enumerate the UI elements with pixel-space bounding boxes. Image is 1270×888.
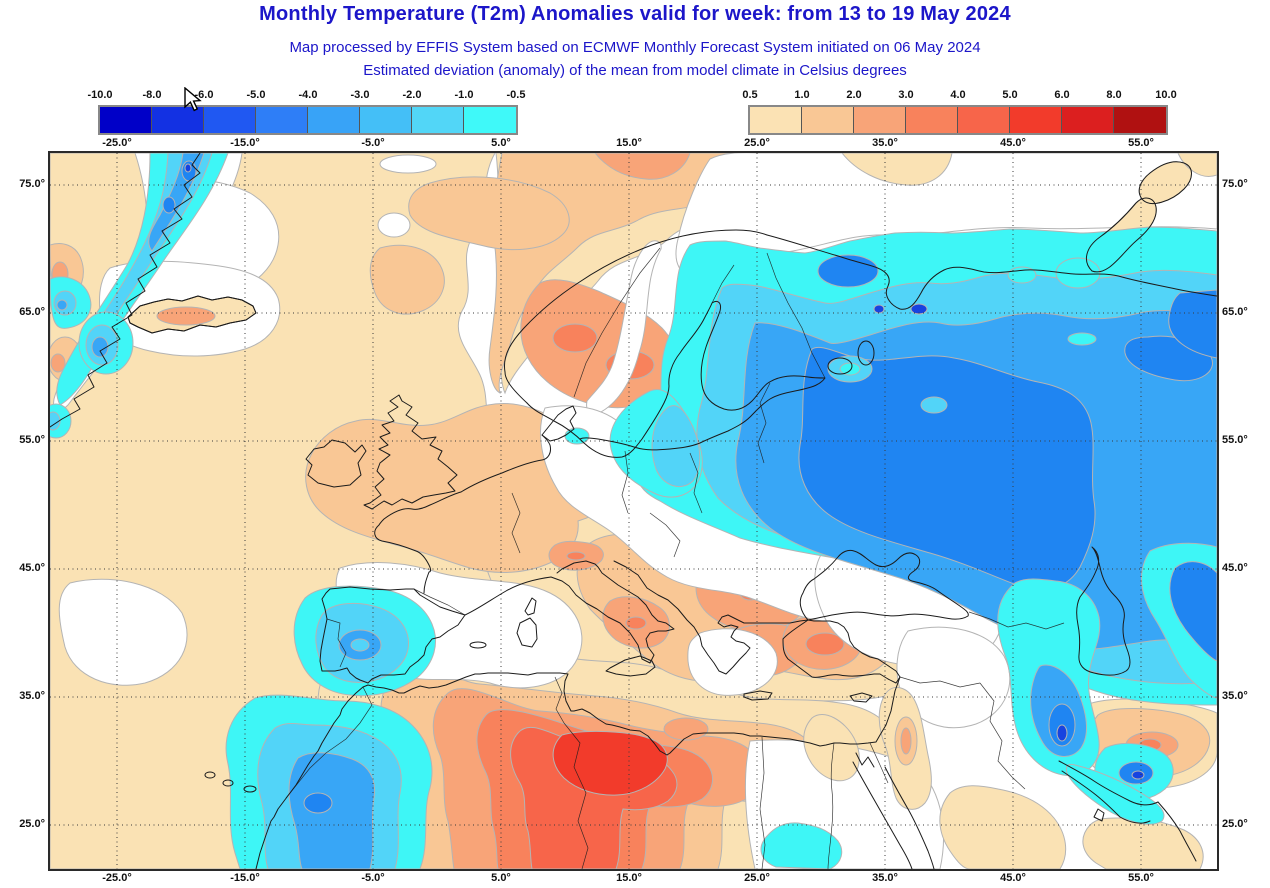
lat-label-left: 55.0° bbox=[19, 434, 45, 446]
lon-label-bottom: -25.0° bbox=[102, 872, 132, 884]
pos-tick-label: 10.0 bbox=[1155, 89, 1177, 101]
pos-bar-segment-5 bbox=[1010, 107, 1062, 133]
lat-label-right: 25.0° bbox=[1222, 818, 1248, 830]
lat-label-right: 35.0° bbox=[1222, 690, 1248, 702]
pos-tick-label: 2.0 bbox=[846, 89, 862, 101]
neg-tick-label: -1.0 bbox=[454, 89, 474, 101]
pos-tick-label: 5.0 bbox=[1002, 89, 1018, 101]
lat-label-right: 55.0° bbox=[1222, 434, 1248, 446]
pos-bar-segment-3 bbox=[906, 107, 958, 133]
pos-bar-segment-1 bbox=[802, 107, 854, 133]
lat-label-right: 65.0° bbox=[1222, 306, 1248, 318]
pos-bar-segment-0 bbox=[750, 107, 802, 133]
pos-bar-segment-2 bbox=[854, 107, 906, 133]
neg-bar-segment-5 bbox=[360, 107, 412, 133]
neg-bar-segment-0 bbox=[100, 107, 152, 133]
pos-bar-segment-6 bbox=[1062, 107, 1114, 133]
neg-tick-label: -6.0 bbox=[194, 89, 214, 101]
neg-tick-label: -8.0 bbox=[142, 89, 162, 101]
pos-tick-label: 8.0 bbox=[1106, 89, 1122, 101]
anomaly-map bbox=[48, 151, 1219, 871]
lon-label-top: 55.0° bbox=[1128, 137, 1154, 149]
lat-label-left: 35.0° bbox=[19, 690, 45, 702]
lon-label-bottom: 35.0° bbox=[872, 872, 898, 884]
subtitle-processing: Map processed by EFFIS System based on E… bbox=[289, 39, 981, 56]
neg-tick-label: -5.0 bbox=[246, 89, 266, 101]
pos-tick-label: 4.0 bbox=[950, 89, 966, 101]
pos-tick-label: 3.0 bbox=[898, 89, 914, 101]
lon-label-top: 5.0° bbox=[491, 137, 511, 149]
neg-bar-segment-7 bbox=[464, 107, 516, 133]
lon-label-top: -5.0° bbox=[361, 137, 385, 149]
subtitle-units: Estimated deviation (anomaly) of the mea… bbox=[363, 62, 907, 79]
neg-tick-label: -0.5 bbox=[506, 89, 526, 101]
cold-regions bbox=[50, 153, 1217, 869]
neg-tick-label: -3.0 bbox=[350, 89, 370, 101]
neg-bar-segment-1 bbox=[152, 107, 204, 133]
lat-label-left: 65.0° bbox=[19, 306, 45, 318]
lat-label-left: 25.0° bbox=[19, 818, 45, 830]
neg-tick-label: -10.0 bbox=[87, 89, 113, 101]
lon-label-bottom: -15.0° bbox=[230, 872, 260, 884]
mouse-cursor-icon bbox=[184, 87, 202, 112]
pos-bar-segment-7 bbox=[1114, 107, 1166, 133]
page-title: Monthly Temperature (T2m) Anomalies vali… bbox=[259, 3, 1011, 25]
lon-label-bottom: 55.0° bbox=[1128, 872, 1154, 884]
pos-tick-label: 0.5 bbox=[742, 89, 758, 101]
lon-label-bottom: 45.0° bbox=[1000, 872, 1026, 884]
lon-label-top: 25.0° bbox=[744, 137, 770, 149]
country-borders bbox=[285, 247, 1065, 869]
lat-label-right: 75.0° bbox=[1222, 178, 1248, 190]
lat-label-left: 75.0° bbox=[19, 178, 45, 190]
lon-label-top: 45.0° bbox=[1000, 137, 1026, 149]
neg-tick-label: -4.0 bbox=[298, 89, 318, 101]
lon-label-top: -15.0° bbox=[230, 137, 260, 149]
pos-tick-label: 6.0 bbox=[1054, 89, 1070, 101]
lat-label-left: 45.0° bbox=[19, 562, 45, 574]
pos-bar-segment-4 bbox=[958, 107, 1010, 133]
colorbar-positive bbox=[748, 105, 1168, 135]
lat-label-right: 45.0° bbox=[1222, 562, 1248, 574]
neg-bar-segment-4 bbox=[308, 107, 360, 133]
graticule-grid bbox=[50, 153, 1217, 869]
lon-label-bottom: 5.0° bbox=[491, 872, 511, 884]
map-canvas bbox=[50, 153, 1217, 869]
lon-label-top: -25.0° bbox=[102, 137, 132, 149]
lon-label-bottom: 15.0° bbox=[616, 872, 642, 884]
lon-label-bottom: -5.0° bbox=[361, 872, 385, 884]
neg-tick-label: -2.0 bbox=[402, 89, 422, 101]
pos-tick-label: 1.0 bbox=[794, 89, 810, 101]
neg-bar-segment-2 bbox=[204, 107, 256, 133]
lon-label-bottom: 25.0° bbox=[744, 872, 770, 884]
colorbar-negative bbox=[98, 105, 518, 135]
coastlines bbox=[50, 153, 1217, 869]
lon-label-top: 35.0° bbox=[872, 137, 898, 149]
neg-bar-segment-6 bbox=[412, 107, 464, 133]
neg-bar-segment-3 bbox=[256, 107, 308, 133]
lon-label-top: 15.0° bbox=[616, 137, 642, 149]
